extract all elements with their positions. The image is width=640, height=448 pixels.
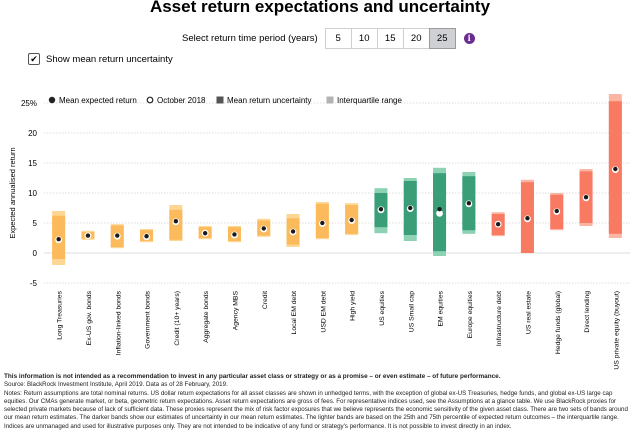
iqr-swatch-icon — [326, 96, 334, 104]
mean-point — [232, 232, 237, 237]
x-tick-label: Direct lending — [584, 291, 591, 333]
uncertainty-swatch-icon — [216, 96, 224, 104]
mean-point — [56, 237, 61, 242]
october-marker-icon — [146, 96, 154, 104]
x-tick-label: US real estate — [525, 291, 532, 334]
show-uncertainty-toggle[interactable]: ✔ Show mean return uncertainty — [28, 53, 173, 65]
mean-point — [437, 207, 442, 212]
mean-point — [115, 233, 120, 238]
x-tick-label: US private equity (buyout) — [613, 291, 620, 370]
bar-group — [227, 226, 241, 243]
period-button-group: 5 10 15 20 25 — [324, 27, 456, 49]
bar-group — [81, 230, 95, 240]
bar-group — [140, 229, 154, 243]
period-selector-label: Select return time period (years) — [182, 32, 318, 44]
y-tick-label: 10 — [28, 189, 37, 198]
legend-uncertainty-label: Mean return uncertainty — [227, 96, 312, 105]
period-button-10[interactable]: 10 — [350, 27, 378, 49]
mean-point — [85, 233, 91, 238]
mean-marker-icon — [48, 96, 56, 104]
bar-group — [345, 203, 359, 235]
x-tick-label: High yield — [350, 291, 357, 321]
bar-group — [462, 172, 476, 234]
x-tick-label: Europe equities — [467, 290, 474, 338]
bar-group — [520, 179, 534, 253]
x-tick-label: EM equities — [438, 290, 445, 326]
toggle-label: Show mean return uncertainty — [46, 53, 173, 65]
bar-group — [433, 167, 447, 256]
bar-group — [198, 226, 212, 240]
period-selector: Select return time period (years) 5 10 15 2… — [182, 27, 475, 49]
x-tick-label: Credit — [262, 291, 269, 309]
bar-group — [403, 178, 417, 241]
october-point — [436, 210, 443, 217]
x-tick-label: Local EM debt — [291, 291, 298, 335]
bar-group — [374, 188, 388, 234]
mean-point — [202, 231, 208, 236]
y-tick-label: 25% — [21, 99, 37, 108]
checkbox[interactable]: ✔ — [28, 53, 40, 65]
x-tick-label: Aggregate bonds — [203, 290, 210, 342]
chart-svg: Expected annualised return 25% 20 15 10 5 0 -5 M… — [8, 94, 630, 370]
x-tick-label: Credit (10+ years) — [174, 291, 181, 346]
mean-point — [290, 229, 296, 234]
mean-point — [261, 226, 266, 231]
mean-point — [554, 208, 559, 214]
bar-group — [169, 205, 183, 241]
x-tick-label: US Small cap — [408, 291, 415, 332]
x-tick-label: Infrastructure debt — [496, 291, 503, 346]
disclaimer-text: This information is not intended as a re… — [4, 373, 501, 380]
source-text: Source: BlackRock Investment Institute, … — [4, 381, 228, 389]
bar-group — [257, 218, 271, 237]
mean-point — [173, 219, 179, 224]
bar-group — [315, 202, 329, 240]
mean-point — [320, 220, 325, 226]
x-tick-label: Long Treasuries — [57, 290, 64, 339]
bar-group — [52, 211, 66, 265]
mean-point — [495, 222, 501, 227]
x-tick-label: Ex-US gov. bonds — [86, 290, 93, 345]
x-tick-label: Agency MBS — [232, 291, 239, 331]
period-button-25[interactable]: 25 — [428, 27, 456, 49]
legend-mean-label: Mean expected return — [59, 96, 137, 105]
info-icon[interactable]: i — [463, 32, 475, 44]
y-axis-label: Expected annualised return — [8, 147, 17, 238]
y-tick-label: 15 — [28, 159, 37, 168]
mean-point — [144, 234, 149, 239]
y-tick-label: -5 — [30, 279, 38, 288]
legend-iqr-label: Interquartile range — [337, 96, 402, 105]
notes-text: Notes: Return assumptions are total nomi… — [4, 389, 628, 430]
x-tick-label: Inflation-linked bonds — [115, 290, 122, 355]
bar-group — [110, 224, 124, 249]
x-tick-label: US equities — [379, 290, 386, 325]
y-tick-label: 0 — [33, 249, 38, 258]
bar-group — [491, 212, 505, 237]
mean-point — [378, 207, 384, 212]
notes-section: This information is not intended as a re… — [4, 373, 636, 431]
mean-point — [408, 205, 413, 211]
bar-group — [550, 193, 564, 231]
chart-title: Asset return expectations and uncertaint… — [149, 0, 491, 16]
period-button-20[interactable]: 20 — [402, 27, 430, 49]
x-tick-label: Hedge funds (global) — [555, 291, 562, 354]
y-tick-label: 5 — [33, 219, 38, 228]
mean-point — [466, 201, 472, 206]
x-tick-label: USD EM debt — [320, 291, 327, 333]
bar-group — [579, 169, 593, 226]
mean-point — [349, 217, 354, 223]
y-tick-label: 20 — [28, 129, 37, 138]
bar-group — [608, 94, 622, 238]
bar-group — [286, 214, 300, 247]
mean-point — [613, 166, 618, 172]
mean-point — [583, 195, 589, 200]
x-tick-label: Government bonds — [145, 290, 152, 348]
mean-point — [525, 216, 530, 221]
legend-october-label: October 2018 — [157, 96, 206, 105]
